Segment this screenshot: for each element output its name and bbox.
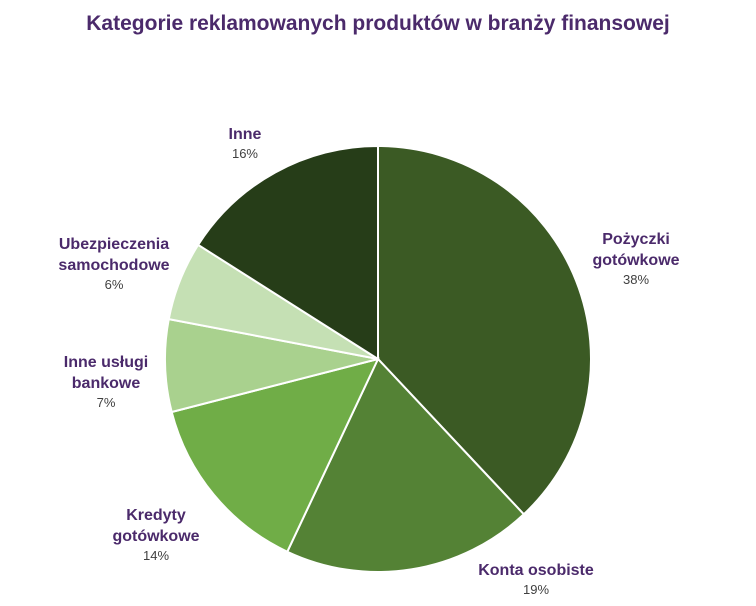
slice-name: Kredyty gotówkowe xyxy=(112,507,200,545)
slice-name: Inne xyxy=(228,126,262,143)
slice-percent: 7% xyxy=(96,395,116,410)
slice-percent: 16% xyxy=(231,146,259,161)
slice-name: Konta osobiste xyxy=(478,562,594,579)
slice-percent: 19% xyxy=(522,582,550,597)
slice-label-inne-uslugi: Inne usługi bankowe 7% xyxy=(56,352,156,412)
slice-name: Ubezpieczenia samochodowe xyxy=(58,236,170,274)
slice-label-pozyczki: Pożyczki gotówkowe 38% xyxy=(581,229,691,289)
slice-name: Inne usługi bankowe xyxy=(63,354,149,392)
slice-label-konta: Konta osobiste 19% xyxy=(478,560,594,599)
slice-label-ubezpieczenia: Ubezpieczenia samochodowe 6% xyxy=(49,234,179,294)
chart-title: Kategorie reklamowanych produktów w bran… xyxy=(86,12,670,35)
slice-percent: 14% xyxy=(142,548,170,563)
slice-name: Pożyczki gotówkowe xyxy=(592,231,680,269)
slice-percent: 38% xyxy=(622,272,650,287)
pie-slice-1 xyxy=(285,357,526,573)
pie-slice-0 xyxy=(377,144,592,516)
pie-slice-5 xyxy=(196,144,379,361)
slice-percent: 6% xyxy=(104,277,124,292)
slice-label-kredyty: Kredyty gotówkowe 14% xyxy=(106,505,206,565)
slice-label-inne: Inne 16% xyxy=(229,124,262,163)
pie-slice-2 xyxy=(170,357,380,554)
